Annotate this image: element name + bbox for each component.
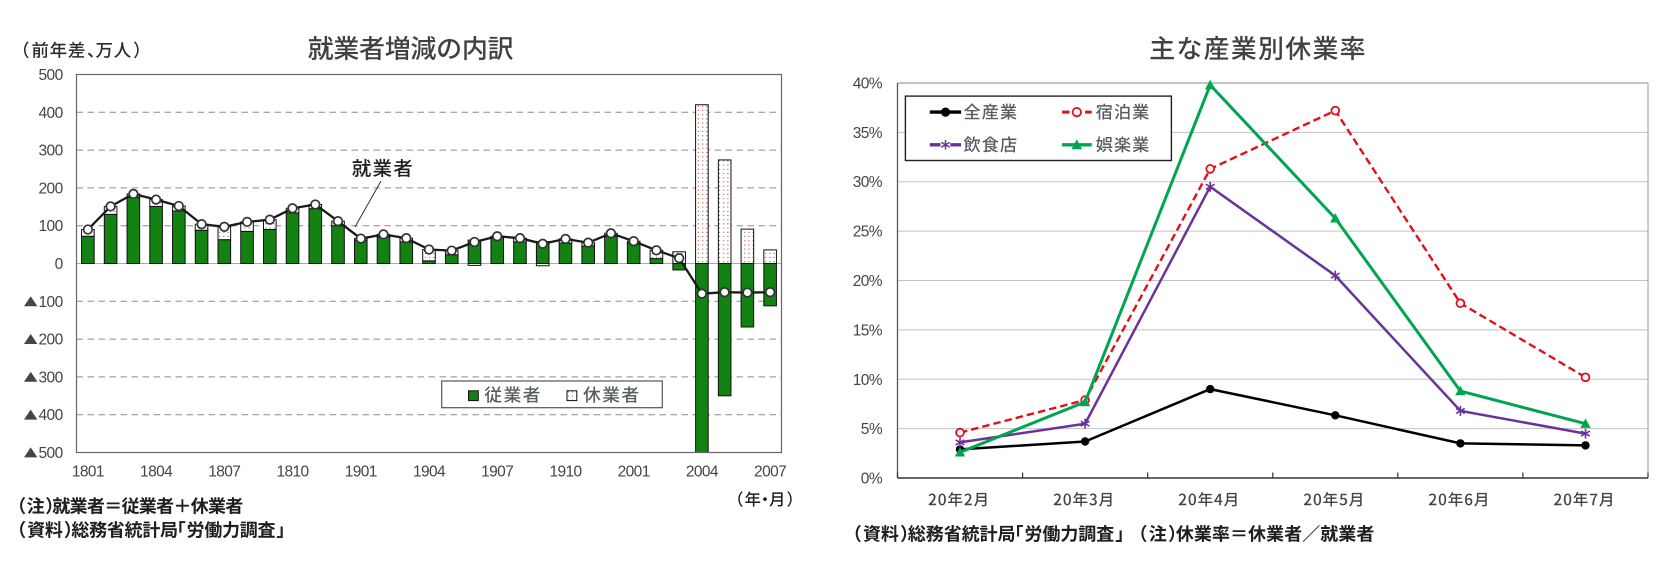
svg-text:1801: 1801 (72, 463, 104, 480)
svg-text:1910: 1910 (549, 463, 582, 480)
svg-text:5%: 5% (861, 421, 883, 438)
svg-text:300: 300 (39, 143, 64, 160)
svg-text:1807: 1807 (208, 463, 240, 480)
svg-text:20%: 20% (853, 273, 883, 290)
svg-text:300: 300 (39, 369, 64, 386)
svg-text:2001: 2001 (618, 463, 650, 480)
svg-text:100: 100 (39, 218, 64, 235)
svg-text:200: 200 (39, 180, 64, 197)
svg-text:1907: 1907 (481, 463, 513, 480)
svg-text:1804: 1804 (140, 463, 173, 480)
svg-text:15%: 15% (853, 322, 883, 339)
svg-text:100: 100 (39, 294, 64, 311)
svg-text:2007: 2007 (754, 463, 786, 480)
svg-text:30%: 30% (853, 174, 883, 191)
svg-text:35%: 35% (853, 125, 883, 142)
svg-text:400: 400 (39, 105, 64, 122)
svg-text:40%: 40% (853, 76, 883, 93)
svg-text:1810: 1810 (276, 463, 309, 480)
svg-text:400: 400 (39, 407, 64, 424)
svg-text:500: 500 (39, 67, 64, 84)
svg-text:2004: 2004 (686, 463, 719, 480)
svg-text:1901: 1901 (345, 463, 377, 480)
svg-text:0: 0 (55, 256, 64, 273)
svg-text:1904: 1904 (413, 463, 446, 480)
svg-text:200: 200 (39, 332, 64, 349)
svg-text:10%: 10% (853, 372, 883, 389)
svg-text:500: 500 (39, 445, 64, 462)
svg-text:25%: 25% (853, 224, 883, 241)
svg-text:0%: 0% (861, 471, 883, 488)
